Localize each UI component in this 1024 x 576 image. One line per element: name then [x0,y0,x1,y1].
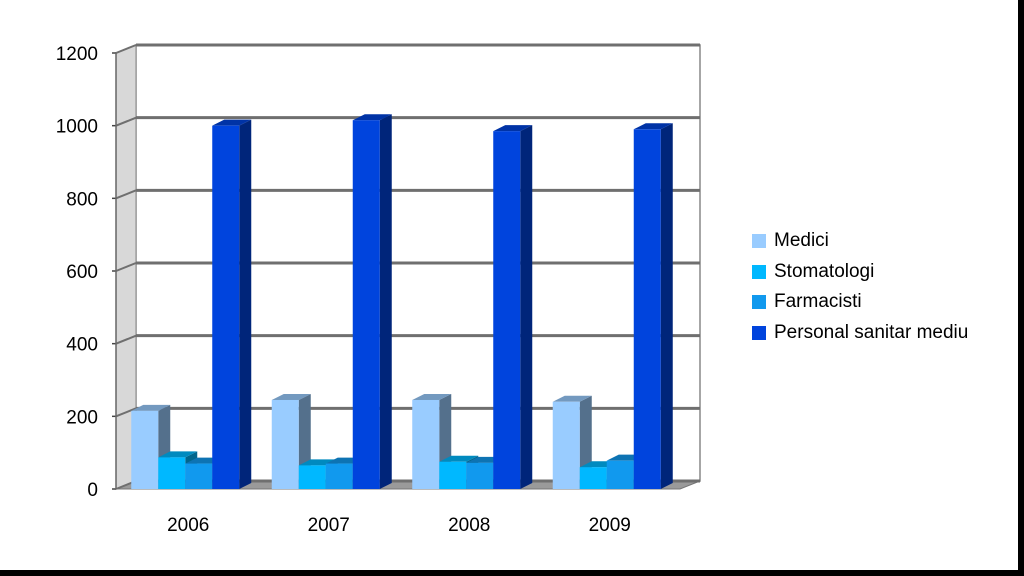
y-tick-label: 600 [66,262,98,283]
legend-label: Personal sanitar mediu [774,321,969,343]
bar-side [660,123,673,490]
y-tick-label: 1200 [56,44,98,65]
y-tick-label: 800 [66,189,98,210]
legend-swatch [752,325,766,340]
bar [352,114,392,489]
bar-top [412,393,452,400]
bar-front [552,401,580,489]
y-tick-label: 400 [66,335,98,356]
bar-front [493,131,521,489]
bar-front [158,457,186,489]
gridline-side [115,407,137,418]
legend-item: Medici [752,226,968,257]
bar-front [352,120,380,489]
bar-side [520,125,533,489]
gridline-side [115,262,137,272]
bar-front [131,410,159,489]
gridline-side [115,334,137,345]
gridline-side [115,44,137,54]
bar-front [466,462,494,489]
bar-top [212,119,252,126]
bar-front [298,465,326,489]
x-tick-label: 2007 [308,515,350,536]
bar-front [606,460,634,489]
bar-front [271,399,299,489]
bar-front [579,467,607,489]
bar-front [439,461,467,489]
bar-front [412,399,440,489]
x-tick-label: 2009 [589,515,631,536]
gridline-side [115,116,137,127]
bar-front [185,463,213,489]
gridline-side [115,189,137,200]
bar [493,125,533,489]
y-tick-label: 1000 [56,117,98,138]
legend-swatch [752,234,766,249]
bar-top [352,114,392,121]
legend-item: Stomatologi [752,257,968,288]
bar-top [633,123,673,130]
legend-label: Farmacisti [774,291,862,313]
bar-front [633,129,661,490]
x-tick-label: 2008 [448,515,490,536]
legend-swatch [752,264,766,279]
legend-swatch [752,295,766,310]
bar-top [439,455,479,462]
y-tick-label: 0 [87,480,98,501]
legend: Medici Stomatologi Farmacisti Personal sani… [752,226,968,348]
bar-side [239,119,252,490]
bar [212,119,252,490]
y-tick-label: 200 [66,407,98,428]
legend-label: Medici [774,230,829,252]
legend-label: Stomatologi [774,260,875,282]
bar-top [271,393,311,400]
bar-top [131,404,171,411]
bar-top [552,395,592,402]
bar-front [325,463,353,489]
bar-top [493,125,533,132]
bar-top [158,451,198,458]
bar-side [379,114,392,489]
x-tick-label: 2006 [167,515,209,536]
bar-front [212,125,240,490]
legend-item: Personal sanitar mediu [752,318,968,349]
bar [633,123,673,490]
legend-item: Farmacisti [752,287,968,318]
